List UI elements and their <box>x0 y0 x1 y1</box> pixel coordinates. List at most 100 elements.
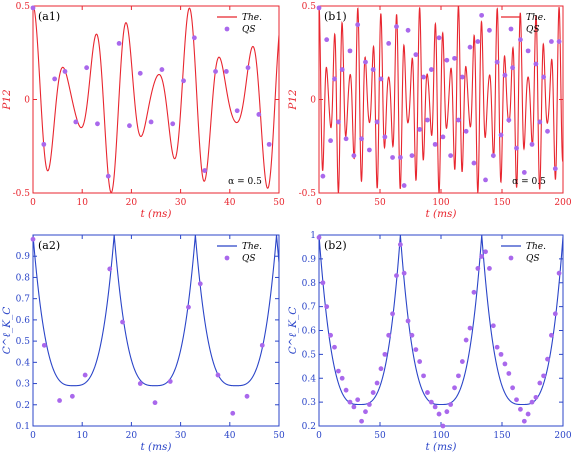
qs-point <box>127 123 132 129</box>
qs-point <box>351 153 357 159</box>
qs-point <box>421 74 426 80</box>
qs-point <box>320 173 326 179</box>
qs-point <box>545 128 550 134</box>
x-tick-label: 30 <box>175 198 187 208</box>
legend-qs-label: QS <box>242 254 256 264</box>
y-tick-label: 0.8 <box>16 273 31 283</box>
y-tick-label: 0.9 <box>302 255 317 265</box>
x-tick-label: 200 <box>554 198 571 208</box>
qs-point <box>397 155 403 160</box>
qs-point <box>502 72 508 78</box>
qs-point <box>378 366 384 372</box>
qs-point <box>467 44 473 50</box>
qs-point <box>471 160 477 166</box>
legend: The. QS <box>501 242 546 264</box>
qs-point <box>444 57 450 63</box>
x-tick-label: 100 <box>432 431 449 441</box>
qs-point <box>378 76 384 82</box>
x-tick-label: 0 <box>30 431 36 441</box>
qs-point <box>514 397 519 403</box>
qs-point <box>421 373 426 379</box>
qs-point <box>234 108 240 114</box>
qs-point <box>521 418 527 424</box>
y-axis-label: C^ℓ_K_C <box>287 307 299 355</box>
qs-point <box>483 249 488 255</box>
qs-point <box>479 12 485 18</box>
x-tick-label: 0 <box>316 431 322 441</box>
alpha-annotation: α = 0.5 <box>228 177 262 187</box>
qs-point <box>167 379 173 384</box>
qs-point <box>394 24 399 29</box>
qs-point <box>320 280 326 286</box>
y-tick-label: 0.5 <box>302 2 317 12</box>
x-tick-label: 30 <box>175 431 187 441</box>
qs-point <box>475 39 481 44</box>
qs-point <box>159 67 165 72</box>
x-tick-label: 50 <box>374 431 386 441</box>
qs-point <box>541 74 547 80</box>
qs-point <box>401 270 407 276</box>
y-tick-label: 0.4 <box>16 358 31 368</box>
qs-point <box>397 242 403 247</box>
qs-point <box>386 41 392 46</box>
qs-point <box>529 141 535 147</box>
y-tick-label: 0.6 <box>16 316 31 326</box>
qs-point <box>529 399 535 405</box>
x-tick-label: 40 <box>224 431 236 441</box>
qs-point <box>521 170 527 175</box>
qs-point <box>95 121 100 127</box>
qs-point <box>328 332 333 338</box>
qs-point <box>366 147 372 153</box>
qs-point <box>359 136 364 142</box>
panel-b2: 0 50 100 150 200 0.2 0.3 0.4 0.5 0.6 0.7 0.8 0.9 1 t (… <box>287 231 571 453</box>
qs-point <box>259 342 265 348</box>
x-tick-label: 50 <box>273 431 285 441</box>
y-tick-label: 0.2 <box>302 422 316 432</box>
x-axis-label: t (ms) <box>140 208 171 220</box>
qs-point <box>62 69 68 74</box>
qs-point <box>30 236 36 242</box>
qs-point <box>518 37 523 43</box>
qs-point <box>69 393 75 399</box>
qs-point <box>498 351 504 357</box>
qs-point <box>518 406 523 412</box>
qs-point <box>374 380 380 386</box>
qs-point <box>390 311 395 317</box>
qs-point <box>374 119 380 125</box>
qs-point <box>436 411 442 417</box>
qs-point <box>425 117 430 123</box>
qs-point <box>324 37 330 43</box>
legend-theory-label: The. <box>242 13 262 23</box>
qs-point <box>137 381 143 386</box>
qs-point <box>105 173 111 179</box>
qs-point <box>425 390 430 395</box>
qs-point <box>413 347 419 352</box>
y-tick-label: -0.5 <box>13 189 31 199</box>
legend-marker-swatch <box>224 26 230 32</box>
x-tick-label: 0 <box>316 198 322 208</box>
qs-point <box>510 65 516 71</box>
x-tick-label: 50 <box>374 198 386 208</box>
qs-point <box>549 332 554 338</box>
x-axis-label: t (ms) <box>140 441 171 453</box>
qs-point <box>382 134 388 140</box>
qs-point <box>405 318 411 324</box>
legend-theory-label: The. <box>526 13 546 23</box>
x-tick-label: 20 <box>126 198 138 208</box>
qs-point <box>30 5 36 11</box>
y-axis-label: C^ℓ_K_C <box>1 307 13 355</box>
qs-point <box>170 121 176 127</box>
qs-point <box>390 155 395 160</box>
qs-point <box>148 119 154 125</box>
qs-point <box>452 55 457 61</box>
qs-point <box>487 27 492 33</box>
qs-point <box>494 344 500 350</box>
qs-point <box>549 39 554 44</box>
qs-point <box>213 69 218 74</box>
qs-point <box>479 254 485 259</box>
qs-point <box>533 394 539 400</box>
qs-point <box>537 119 543 125</box>
qs-point <box>186 304 191 310</box>
qs-point <box>41 141 47 147</box>
